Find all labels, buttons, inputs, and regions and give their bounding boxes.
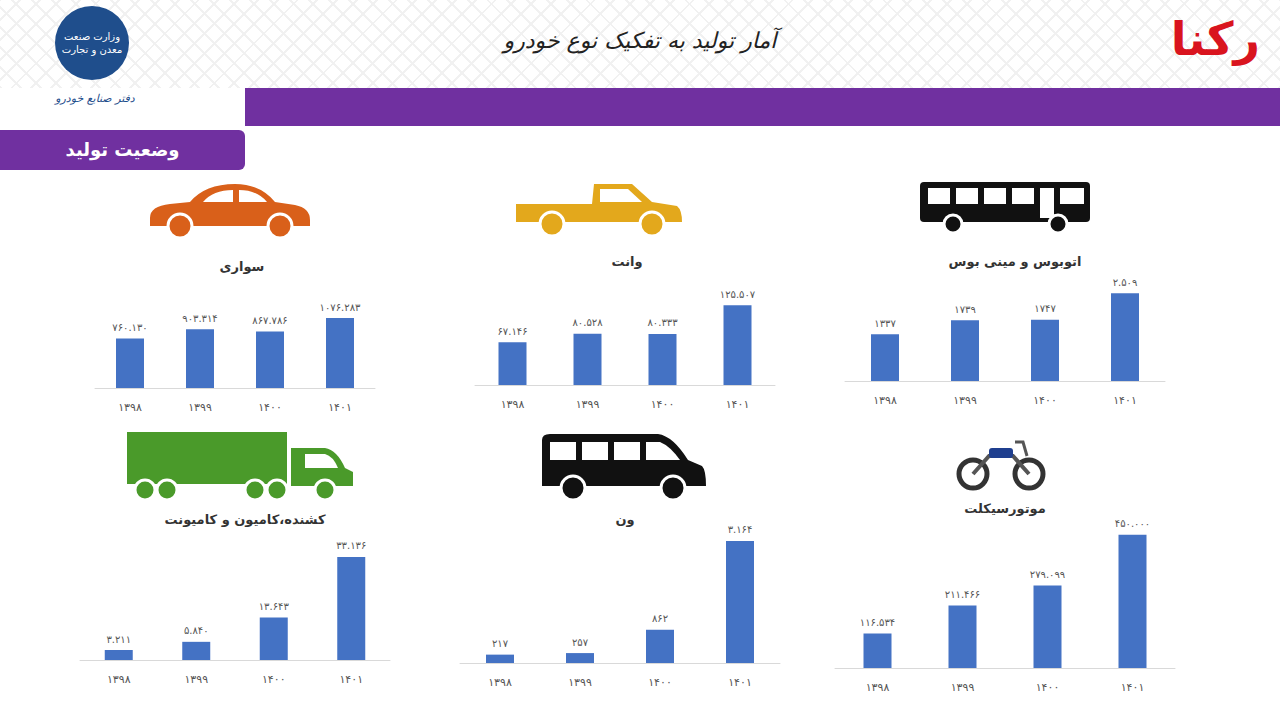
svg-text:۱۳۹۹: ۱۳۹۹ [188,401,212,414]
svg-text:۱۱۶.۵۳۴: ۱۱۶.۵۳۴ [860,617,895,628]
svg-text:۱۳۹۸: ۱۳۹۸ [866,681,890,694]
svg-text:۸۶۷.۷۸۶: ۸۶۷.۷۸۶ [252,315,287,326]
svg-text:۱۴۰۱: ۱۴۰۱ [726,398,750,411]
svg-text:۱۴۰۱: ۱۴۰۱ [1113,394,1137,407]
svg-text:۱۴۰۰: ۱۴۰۰ [262,673,286,686]
svg-text:۱۰۷۶.۲۸۳: ۱۰۷۶.۲۸۳ [320,302,361,313]
svg-text:۲۷۹.۰۹۹: ۲۷۹.۰۹۹ [1030,569,1065,580]
svg-text:۳.۲۱۱: ۳.۲۱۱ [106,634,131,645]
svg-text:۱۳۹۸: ۱۳۹۸ [107,673,131,686]
svg-text:۱۴۰۱: ۱۴۰۱ [339,673,363,686]
svg-text:۱۳۹۹: ۱۳۹۹ [951,681,975,694]
html-text:آمار تولید به تفکیک نوع خودرو: آمار تولید به تفکیک نوع خودرو [503,28,777,53]
svg-text:۸۶۲: ۸۶۲ [652,613,668,624]
html-text:وضعیت تولید: وضعیت تولید [65,139,180,160]
svg-text:۴۵۰.۰۰۰: ۴۵۰.۰۰۰ [1115,518,1150,529]
svg-text:۱۴۰۱: ۱۴۰۱ [1121,681,1145,694]
svg-text:ون: ون [615,512,634,527]
svg-text:۱۳.۶۴۳: ۱۳.۶۴۳ [259,601,290,612]
svg-text:۱۳۹۸: ۱۳۹۸ [501,398,525,411]
svg-text:۱۴۰۰: ۱۴۰۰ [651,398,675,411]
svg-text:۵.۸۴۰: ۵.۸۴۰ [184,625,209,636]
svg-text:۱۳۹۹: ۱۳۹۹ [576,398,600,411]
html-text:دفتر صنایع خودرو: دفتر صنایع خودرو [55,92,135,105]
svg-text:۱۷۴۷: ۱۷۴۷ [1034,303,1056,314]
svg-text:۹۰۳.۳۱۴: ۹۰۳.۳۱۴ [182,313,217,324]
svg-text:۱۳۹۸: ۱۳۹۸ [118,401,142,414]
svg-text:۳۳.۱۳۶: ۳۳.۱۳۶ [336,540,366,551]
svg-text:۷۶۰.۱۳۰: ۷۶۰.۱۳۰ [112,322,147,333]
svg-text:۱۳۹۹: ۱۳۹۹ [184,673,208,686]
svg-text:۲.۵۰۹: ۲.۵۰۹ [1113,277,1138,288]
svg-text:۱۴۰۰: ۱۴۰۰ [258,401,282,414]
svg-text:۱۷۳۹: ۱۷۳۹ [954,304,975,315]
svg-text:۲۵۷: ۲۵۷ [572,637,589,648]
svg-text:۱۳۳۷: ۱۳۳۷ [874,318,896,329]
svg-text:موتورسیکلت: موتورسیکلت [964,501,1045,516]
svg-text:۱۲۵.۵۰۷: ۱۲۵.۵۰۷ [720,289,756,300]
html-text:رکنا: رکنا [1170,12,1260,66]
svg-text:سواری: سواری [220,259,265,274]
svg-text:۱۳۹۹: ۱۳۹۹ [953,394,977,407]
svg-text:۱۳۹۹: ۱۳۹۹ [568,676,592,689]
html-text:وزارت صنعت معدن و تجارت: وزارت صنعت معدن و تجارت [61,31,123,55]
svg-text:۶۷.۱۴۶: ۶۷.۱۴۶ [497,326,527,337]
svg-text:۱۴۰۱: ۱۴۰۱ [728,676,752,689]
svg-text:وانت: وانت [611,254,642,269]
svg-text:۸۰.۳۳۳: ۸۰.۳۳۳ [647,317,678,328]
svg-text:۲۱۱.۴۶۶: ۲۱۱.۴۶۶ [945,589,980,600]
svg-text:۳.۱۶۴: ۳.۱۶۴ [728,524,753,535]
svg-text:۱۴۰۱: ۱۴۰۱ [328,401,352,414]
svg-text:۱۴۰۰: ۱۴۰۰ [1033,394,1057,407]
svg-text:کشنده،کامیون و کامیونت: کشنده،کامیون و کامیونت [165,512,326,527]
svg-text:۱۳۹۸: ۱۳۹۸ [873,394,897,407]
svg-text:۱۴۰۰: ۱۴۰۰ [1036,681,1060,694]
svg-text:۱۴۰۰: ۱۴۰۰ [648,676,672,689]
svg-text:۱۳۹۸: ۱۳۹۸ [488,676,512,689]
svg-text:۸۰.۵۲۸: ۸۰.۵۲۸ [572,317,603,328]
svg-text:اتوبوس و مینی بوس: اتوبوس و مینی بوس [949,254,1082,269]
svg-text:۲۱۷: ۲۱۷ [492,638,509,649]
